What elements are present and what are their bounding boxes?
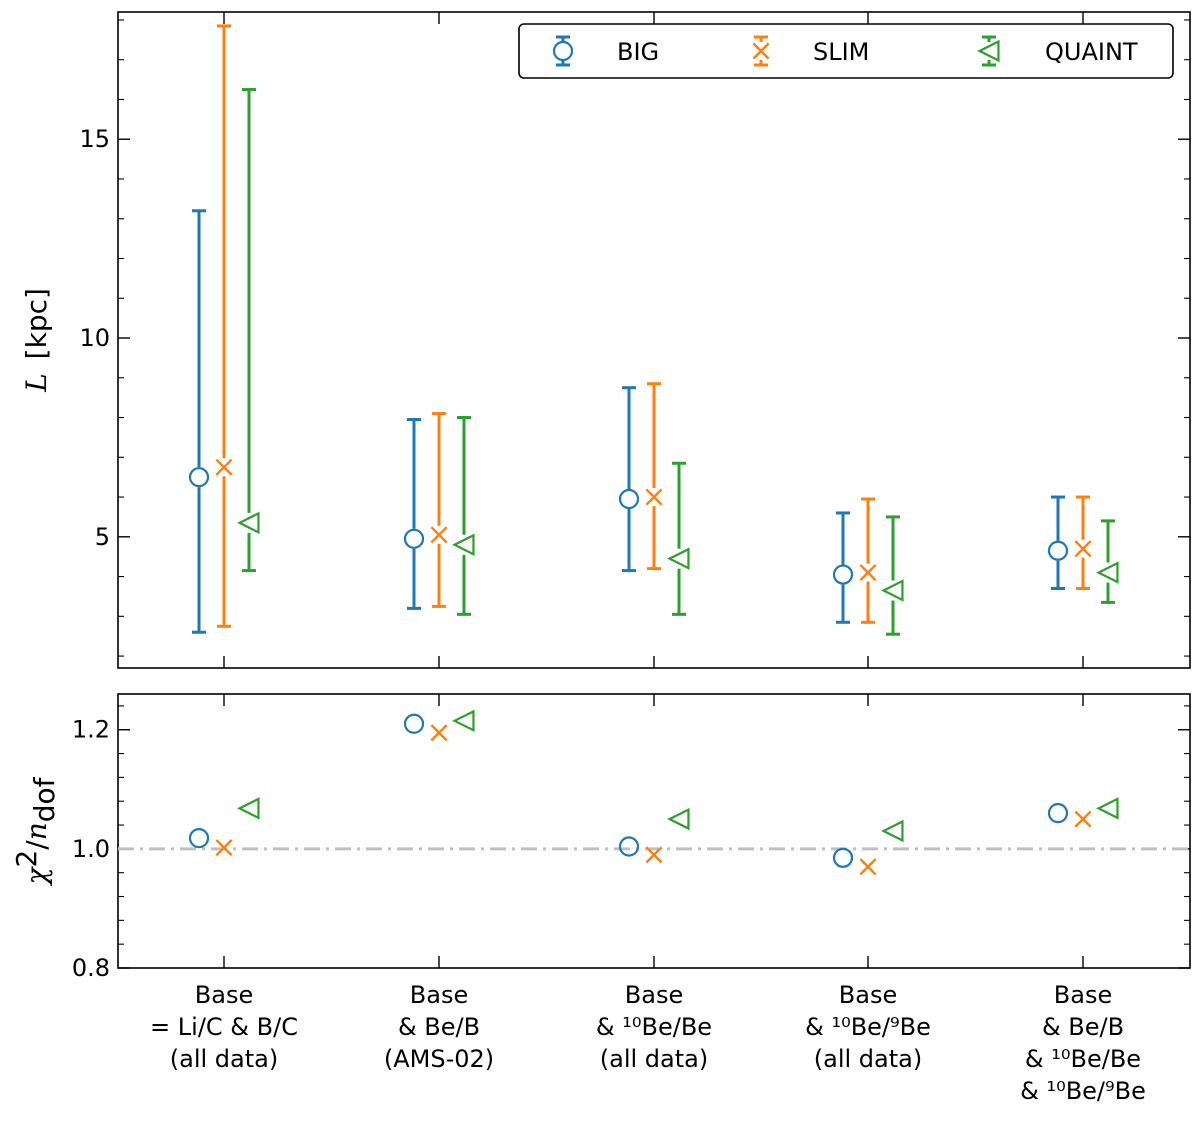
data-point-slim (1074, 540, 1092, 558)
data-point-slim (430, 526, 448, 544)
chi2-point-quaint (667, 807, 690, 831)
chi2-point-big (618, 836, 640, 857)
marker-knockout (669, 548, 689, 569)
category-labels: Base = Li/C & B/C (all data) Base & Be/B (AMS… (150, 981, 1146, 1105)
data-point-quaint (1096, 561, 1119, 584)
bottom-y-axis-label: χ2/ndof (10, 776, 61, 886)
data-point-quaint (667, 547, 690, 570)
top-panel-L: 5 10 15 L [kpc] (20, 11, 1191, 669)
bottom-panel-chi2: 0.8 1.0 1.2 χ2/ndof (10, 693, 1191, 982)
category-label-line: (all data) (814, 1045, 922, 1073)
legend-label-quaint: QUAINT (1045, 38, 1138, 66)
category-label: Base & Be/B (AMS-02) (384, 981, 494, 1073)
category-label-line: & Be/B (1042, 1013, 1124, 1041)
category-label-line: Base (625, 981, 683, 1009)
chi2-point-big (832, 847, 854, 868)
chi2-point-slim (645, 846, 663, 864)
chi2-point-big (188, 828, 210, 849)
category-label-line: & Be/B (398, 1013, 480, 1041)
n-symbol: n (20, 822, 53, 840)
category-label: Base & ¹⁰Be/⁹Be (all data) (805, 981, 931, 1073)
marker-knockout (833, 564, 853, 585)
category-label: Base = Li/C & B/C (all data) (150, 981, 298, 1073)
legend-marker-quaint (977, 39, 1000, 63)
data-point-big (1047, 540, 1069, 561)
bottom-tick-label: 0.8 (72, 954, 110, 982)
category-label-line: (all data) (170, 1045, 278, 1073)
category-label-line: & ¹⁰Be/Be (1025, 1045, 1141, 1073)
data-point-big (618, 488, 640, 510)
category-label-line: Base (410, 981, 468, 1009)
y-label-symbol: L (20, 373, 53, 393)
data-point-slim (215, 458, 233, 476)
chi2-point-big (403, 713, 425, 734)
chi2-point-slim (215, 839, 233, 857)
category-label-line: (all data) (600, 1045, 708, 1073)
data-point-quaint (881, 579, 904, 602)
bottom-tick-label: 1.2 (72, 716, 110, 744)
category-label: Base & ¹⁰Be/Be (all data) (596, 981, 712, 1073)
category-label-line: = Li/C & B/C (150, 1013, 298, 1041)
legend-marker-slim (752, 42, 770, 60)
chi2-point-slim (1074, 810, 1092, 828)
data-point-quaint (452, 533, 475, 556)
chi2-point-slim (430, 724, 448, 742)
top-tick-label: 5 (95, 523, 110, 551)
data-point-slim (859, 564, 877, 582)
category-label-line: & ¹⁰Be/Be (596, 1013, 712, 1041)
category-label-line: Base (839, 981, 897, 1009)
legend-box (518, 23, 1174, 79)
marker-knockout (189, 467, 209, 488)
data-point-quaint (237, 511, 260, 535)
data-point-big (832, 564, 854, 585)
category-label-line: Base (1054, 981, 1112, 1009)
category-label-line: Base (195, 981, 253, 1009)
top-tick-label: 15 (79, 125, 110, 153)
legend: BIG SLIM QUAINT (518, 23, 1174, 79)
bottom-tick-label: 1.0 (72, 835, 110, 863)
category-label-line: & ¹⁰Be/⁹Be (805, 1013, 931, 1041)
chi-slash: / (20, 840, 53, 850)
bottom-frame (117, 693, 1191, 969)
y-label-unit: [kpc] (20, 288, 53, 359)
category-label: Base & Be/B & ¹⁰Be/Be & ¹⁰Be/⁹Be (1020, 981, 1146, 1105)
marker-knockout (1098, 562, 1118, 583)
legend-marker-big (552, 40, 574, 62)
legend-label-big: BIG (617, 38, 659, 66)
marker-knockout (454, 534, 474, 555)
chi-symbol: χ (20, 866, 53, 887)
category-label-line: & ¹⁰Be/⁹Be (1020, 1077, 1146, 1105)
chi2-point-quaint (881, 819, 904, 843)
chi2-point-quaint (1096, 797, 1119, 820)
chi2-point-quaint (237, 797, 260, 820)
data-point-big (403, 528, 425, 549)
top-tick-label: 10 (79, 324, 110, 352)
data-point-slim (645, 488, 663, 506)
chi2-point-big (1047, 803, 1069, 824)
marker-knockout (1048, 540, 1068, 561)
marker-knockout (619, 489, 639, 510)
marker-knockout (883, 580, 903, 601)
marker-knockout (239, 512, 259, 533)
top-y-axis-label: L [kpc] (20, 288, 53, 393)
chi-exponent: 2 (10, 850, 43, 868)
legend-knockout (554, 42, 572, 60)
data-point-big (188, 467, 210, 488)
chi2-point-slim (859, 858, 877, 876)
marker-knockout (404, 528, 424, 549)
legend-label-slim: SLIM (813, 38, 869, 66)
chi2-point-quaint (452, 709, 475, 733)
dof-subscript: dof (28, 776, 61, 822)
category-label-line: (AMS-02) (384, 1045, 494, 1073)
legend-knockout (980, 42, 998, 60)
